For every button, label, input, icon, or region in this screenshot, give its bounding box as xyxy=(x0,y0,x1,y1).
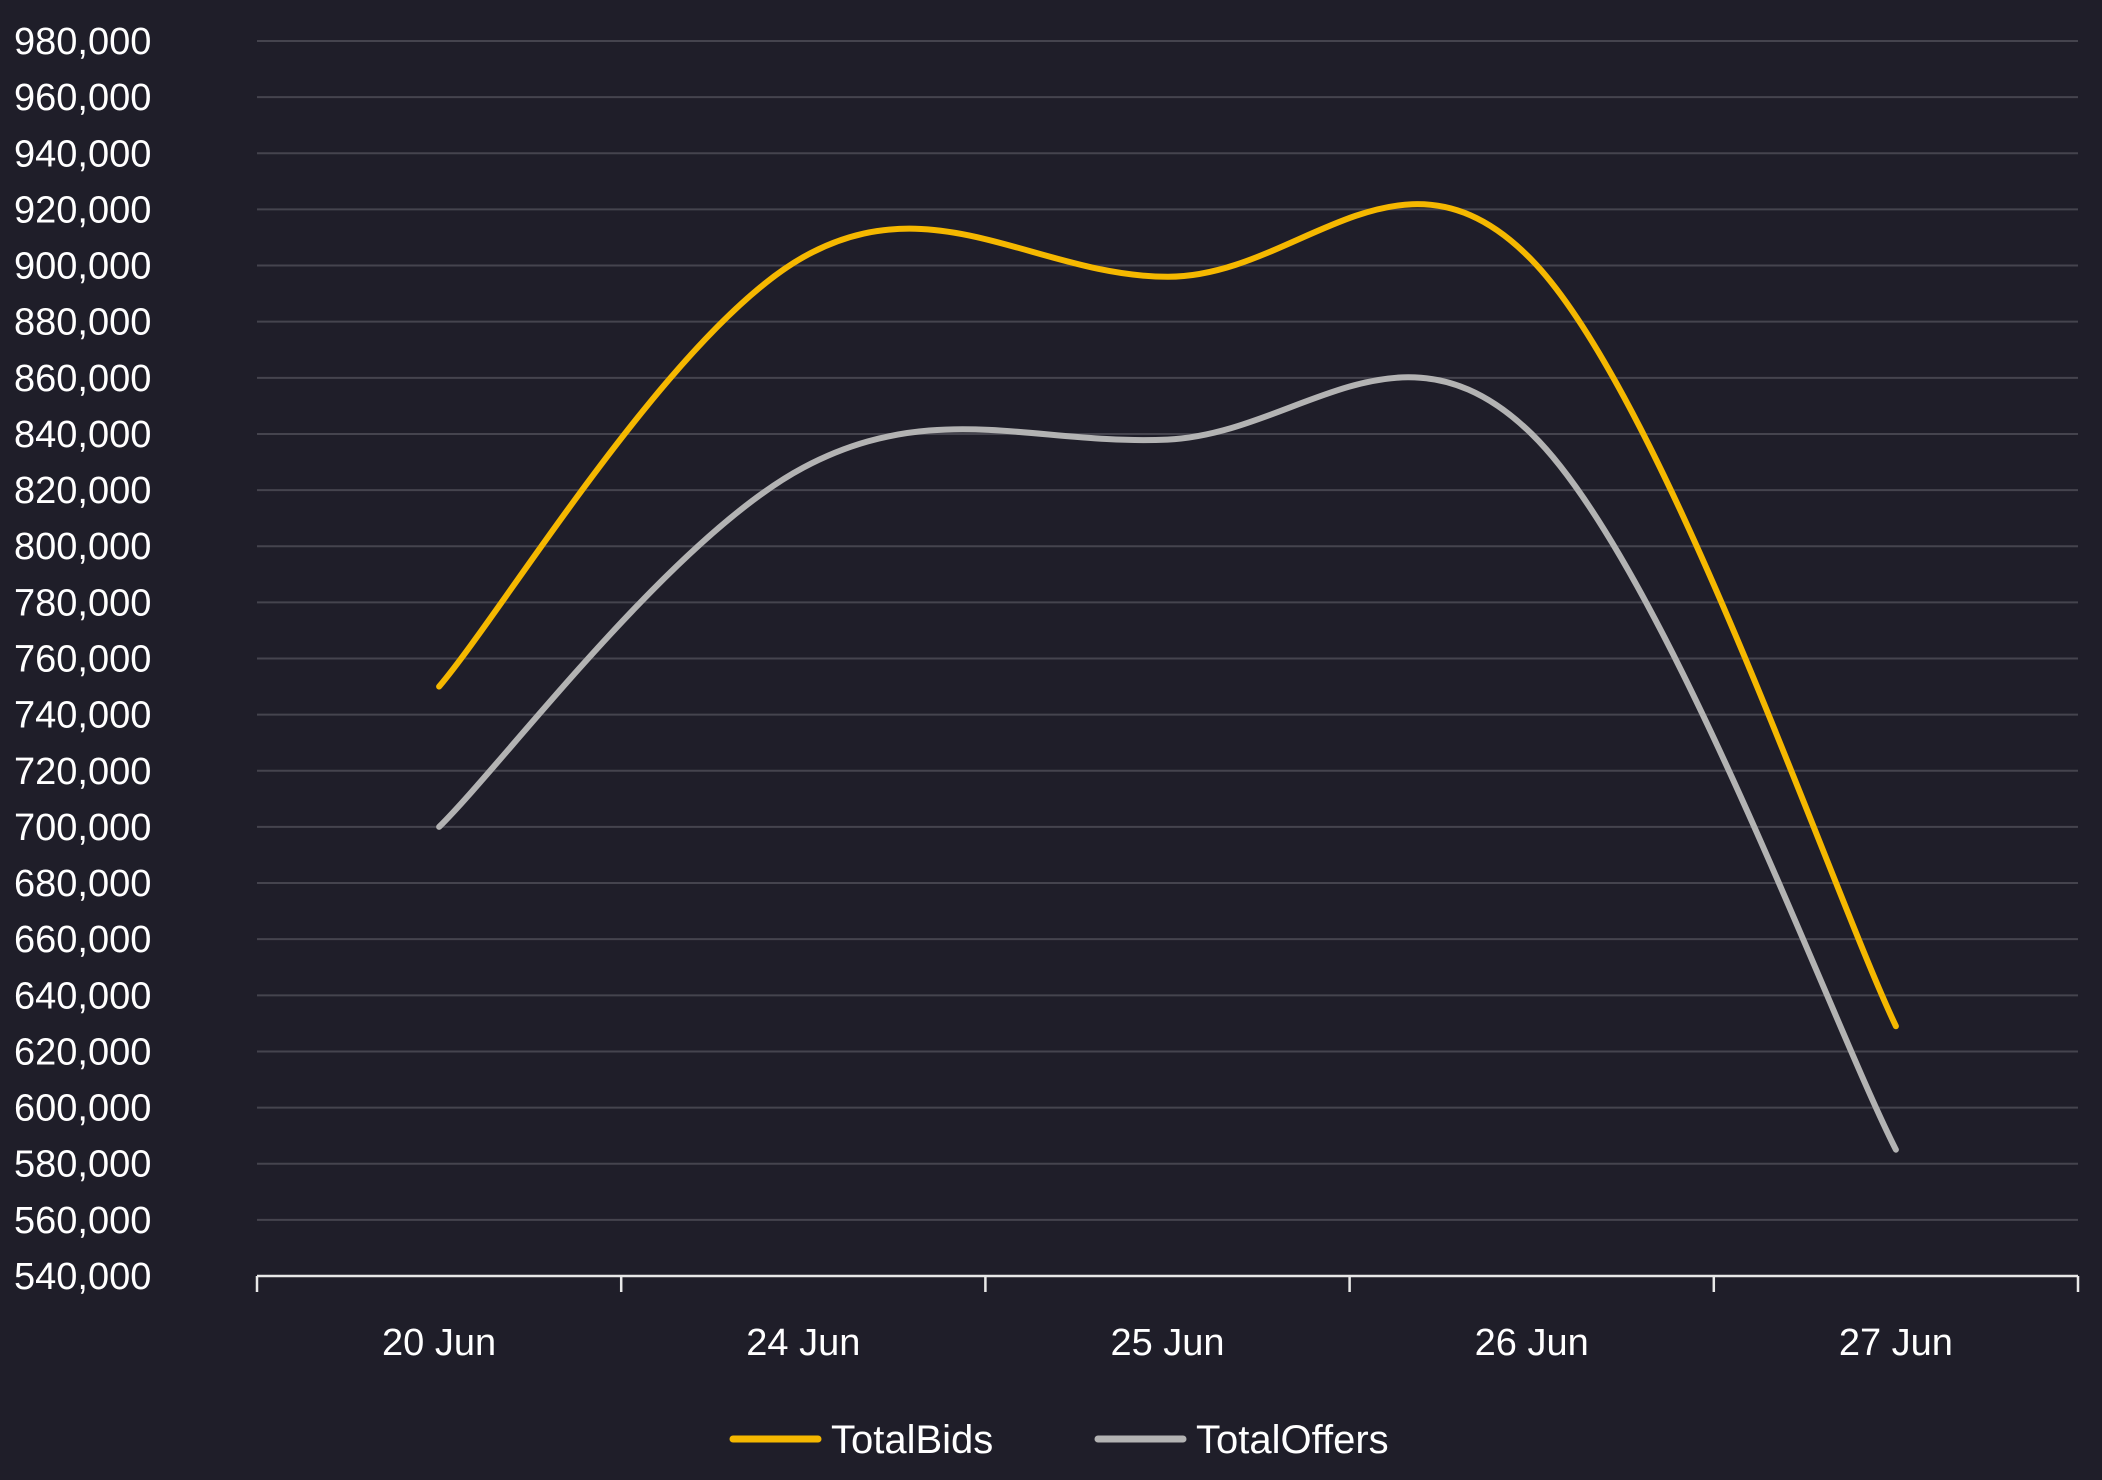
x-tick-label: 25 Jun xyxy=(1110,1322,1224,1364)
y-tick-label: 860,000 xyxy=(14,358,151,400)
y-axis-ticks: 540,000 560,000 580,000 600,000 620,000 640,0… xyxy=(14,21,151,1298)
series-lines xyxy=(436,201,1899,1153)
y-tick-label: 540,000 xyxy=(14,1256,151,1298)
x-axis: 20 Jun 24 Jun 25 Jun 26 Jun 27 Jun xyxy=(255,1274,2080,1364)
y-tick-label: 660,000 xyxy=(14,919,151,961)
x-tick-label: 27 Jun xyxy=(1839,1322,1953,1364)
y-tick-label: 620,000 xyxy=(14,1031,151,1073)
y-tick-label: 720,000 xyxy=(14,751,151,793)
legend-label: TotalBids xyxy=(831,1418,993,1462)
legend-label: TotalOffers xyxy=(1196,1418,1389,1462)
series-line-totalbids xyxy=(436,201,1899,1030)
y-tick-label: 840,000 xyxy=(14,414,151,456)
y-tick-label: 960,000 xyxy=(14,77,151,119)
legend: TotalBids TotalOffers xyxy=(729,1418,1389,1462)
y-tick-label: 940,000 xyxy=(14,133,151,175)
y-tick-label: 560,000 xyxy=(14,1200,151,1242)
y-tick-label: 980,000 xyxy=(14,21,151,63)
x-tick-label: 26 Jun xyxy=(1475,1322,1589,1364)
y-tick-label: 640,000 xyxy=(14,975,151,1017)
y-tick-label: 920,000 xyxy=(14,189,151,231)
y-tick-label: 580,000 xyxy=(14,1144,151,1186)
y-tick-label: 680,000 xyxy=(14,863,151,905)
y-tick-label: 760,000 xyxy=(14,639,151,681)
y-tick-label: 600,000 xyxy=(14,1088,151,1130)
series-line-totaloffers xyxy=(436,374,1899,1153)
y-tick-label: 900,000 xyxy=(14,246,151,288)
y-tick-label: 820,000 xyxy=(14,470,151,512)
x-tick-label: 24 Jun xyxy=(746,1322,860,1364)
y-tick-label: 880,000 xyxy=(14,302,151,344)
y-tick-label: 740,000 xyxy=(14,695,151,737)
x-tick-label: 20 Jun xyxy=(382,1322,496,1364)
y-tick-label: 780,000 xyxy=(14,582,151,624)
y-tick-label: 700,000 xyxy=(14,807,151,849)
y-tick-label: 800,000 xyxy=(14,526,151,568)
gridlines xyxy=(257,40,2078,1221)
